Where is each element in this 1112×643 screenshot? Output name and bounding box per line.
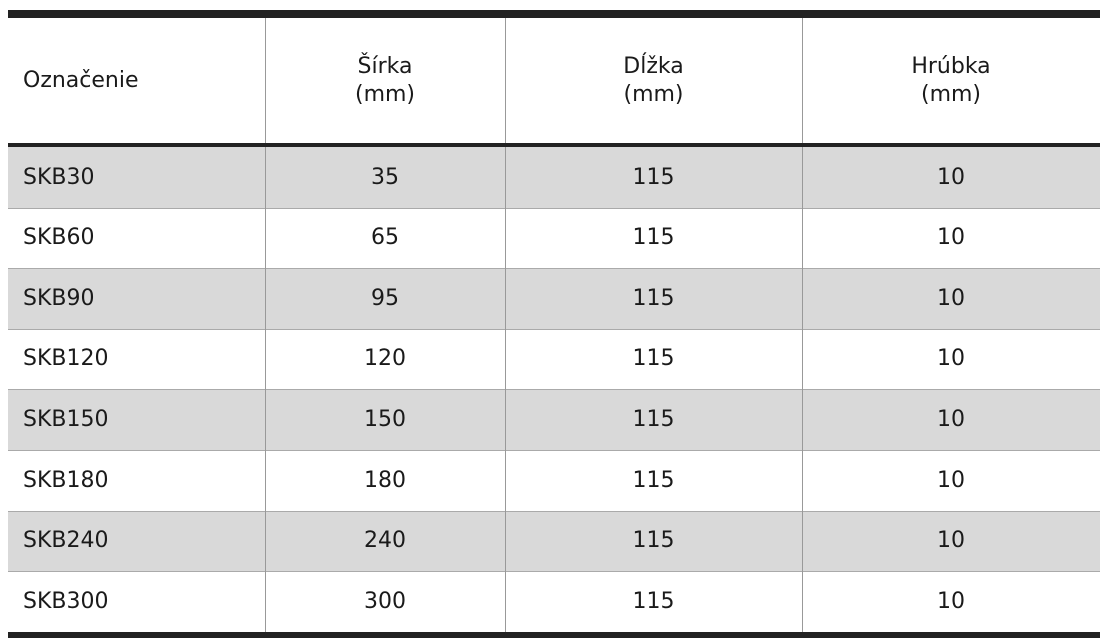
cell-value: 120 — [364, 346, 406, 372]
row-label: SKB240 — [23, 528, 109, 554]
row-background — [8, 268, 1100, 329]
cell-value: 95 — [371, 285, 399, 311]
cell-value: 115 — [632, 528, 675, 554]
cell-value: 115 — [632, 285, 675, 311]
cell-value: 10 — [937, 346, 965, 372]
row-divider — [8, 389, 1100, 391]
row-divider — [8, 207, 1100, 209]
header-cell: Dĺžka (mm) — [505, 18, 802, 143]
cell-value: 180 — [364, 467, 406, 493]
row-label: SKB180 — [23, 467, 109, 493]
cell-value: 65 — [371, 225, 399, 251]
header-text: (mm) — [354, 81, 416, 107]
cell-value: 35 — [371, 164, 399, 190]
column-divider — [505, 18, 506, 632]
row-label: SKB150 — [23, 406, 109, 432]
column-divider — [265, 18, 266, 632]
top-rule — [8, 10, 1100, 18]
row-divider — [8, 328, 1100, 330]
header-text: (mm) — [920, 81, 982, 107]
cell-value: 10 — [937, 528, 965, 554]
header-cell: Hrúbka (mm) — [802, 18, 1100, 143]
cell-value: 10 — [937, 285, 965, 311]
row-label: SKB60 — [23, 225, 95, 251]
header-text: Šírka — [357, 54, 413, 79]
row-label: SKB30 — [23, 164, 95, 190]
table: Označenie Šírka (mm) Dĺžka (mm) Hrúbka (mm) SKB… — [8, 10, 1100, 638]
cell-value: 115 — [632, 346, 675, 372]
row-background — [8, 389, 1100, 450]
cell-value: 115 — [632, 467, 675, 493]
cell-value: 115 — [632, 406, 675, 432]
cell-value: 10 — [937, 467, 965, 493]
cell-value: 115 — [632, 225, 675, 251]
cell-value: 300 — [364, 588, 406, 614]
header-rule — [8, 143, 1100, 147]
row-divider — [8, 571, 1100, 573]
cell-value: 150 — [364, 406, 406, 432]
row-label: SKB90 — [23, 285, 95, 311]
header-text: (mm) — [623, 81, 684, 107]
cell-value: 10 — [937, 588, 965, 614]
row-divider — [8, 450, 1100, 451]
header-cell: Šírka (mm) — [265, 18, 505, 143]
row-label: SKB300 — [23, 588, 109, 614]
row-divider — [8, 268, 1100, 270]
cell-value: 240 — [364, 528, 406, 554]
row-background — [8, 510, 1100, 572]
row-background — [8, 147, 1100, 208]
cell-value: 10 — [937, 225, 965, 251]
cell-value: 115 — [632, 164, 675, 190]
row-divider — [8, 510, 1100, 512]
cell-value: 10 — [937, 164, 965, 190]
header-cell: Označenie — [8, 18, 265, 143]
header-text: Hrúbka — [911, 54, 991, 79]
header-text: Označenie — [23, 67, 139, 93]
bottom-rule — [8, 631, 1100, 638]
header-text: Dĺžka — [623, 54, 684, 79]
cell-value: 10 — [937, 406, 965, 432]
cell-value: 115 — [632, 588, 675, 614]
column-divider — [802, 18, 803, 632]
row-label: SKB120 — [23, 346, 109, 372]
